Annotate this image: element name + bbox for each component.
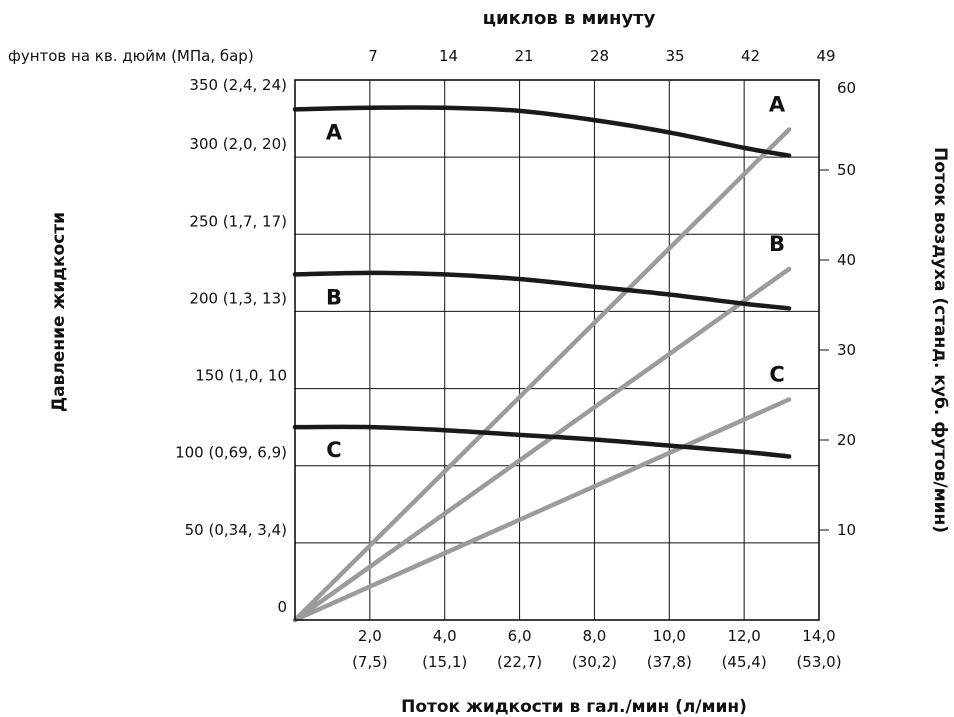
- x-tick-label: 8,0: [582, 627, 606, 645]
- bottom-axis-title: Поток жидкости в гал./мин (л/мин): [401, 697, 747, 717]
- x-tick-sublabel: (15,1): [422, 653, 467, 671]
- pressure-curve-label-a: A: [326, 120, 343, 144]
- fluid-pressure-curves: [292, 105, 792, 459]
- x-tick-label: 14,0: [802, 627, 835, 645]
- x-tick-sublabel: (45,4): [722, 653, 767, 671]
- pressure-curve-b: [292, 270, 792, 311]
- air-flow-label-a: A: [769, 93, 786, 117]
- y-tick-label: 350 (2,4, 24): [189, 76, 287, 94]
- y-tick-label: 150 (1,0, 10: [195, 367, 287, 385]
- x-tick-label: 2,0: [358, 627, 382, 645]
- pressure-curve-label-c: C: [326, 438, 341, 462]
- x-tick-label: 12,0: [727, 627, 760, 645]
- right-tick-label: 10: [837, 521, 856, 539]
- y-tick-label: 0: [277, 598, 287, 616]
- top-tick-label: 35: [665, 47, 684, 65]
- y-tick-label: 100 (0,69, 6,9): [175, 444, 287, 462]
- top-tick-label: 49: [816, 47, 835, 65]
- top-tick-label: 7: [368, 47, 378, 65]
- y-tick-label: 300 (2,0, 20): [189, 135, 287, 153]
- top-tick-label: 28: [590, 47, 609, 65]
- tick-labels: 2,0 (7,5) 4,0 (15,1) 6,0 (22,7) 8,0 (30,2) 10,0 (…: [175, 47, 856, 671]
- y-tick-label: 50 (0,34, 3,4): [185, 521, 287, 539]
- air-flow-line-c: [292, 397, 792, 623]
- x-tick-sublabel: (30,2): [572, 653, 617, 671]
- x-tick-label: 4,0: [433, 627, 457, 645]
- x-tick-label: 10,0: [653, 627, 686, 645]
- pressure-curve-a: [292, 105, 792, 158]
- y-tick-label: 200 (1,3, 13): [189, 289, 287, 307]
- top-tick-label: 14: [439, 47, 458, 65]
- pressure-unit-label: фунтов на кв. дюйм (МПа, бар): [8, 47, 254, 65]
- air-flow-line-b: [292, 266, 792, 623]
- x-tick-sublabel: (37,8): [647, 653, 692, 671]
- x-tick-sublabel: (22,7): [497, 653, 542, 671]
- right-tick-label: 40: [837, 251, 856, 269]
- x-tick-sublabel: (53,0): [796, 653, 841, 671]
- top-tick-label: 21: [514, 47, 533, 65]
- right-tick-label: 30: [837, 341, 856, 359]
- x-tick-label: 6,0: [508, 627, 532, 645]
- right-tick-label: 50: [837, 161, 856, 179]
- air-flow-label-c: C: [769, 363, 784, 387]
- y-tick-label: 250 (1,7, 17): [189, 212, 287, 230]
- pressure-curve-c: [292, 424, 792, 459]
- right-tick-label: 60: [837, 79, 856, 97]
- x-tick-sublabel: (7,5): [352, 653, 388, 671]
- air-flow-label-b: B: [769, 232, 785, 256]
- air-flow-line-a: [292, 127, 792, 623]
- right-tick-label: 20: [837, 431, 856, 449]
- top-axis-title: циклов в минуту: [483, 8, 656, 29]
- top-tick-label: 42: [741, 47, 760, 65]
- left-axis-title: Давление жидкости: [49, 212, 69, 412]
- air-flow-lines: [292, 127, 792, 623]
- right-axis-title: Поток воздуха (станд. куб. футов/мин): [930, 147, 950, 533]
- pressure-curve-label-b: B: [326, 285, 342, 309]
- plot-frame: [294, 79, 820, 621]
